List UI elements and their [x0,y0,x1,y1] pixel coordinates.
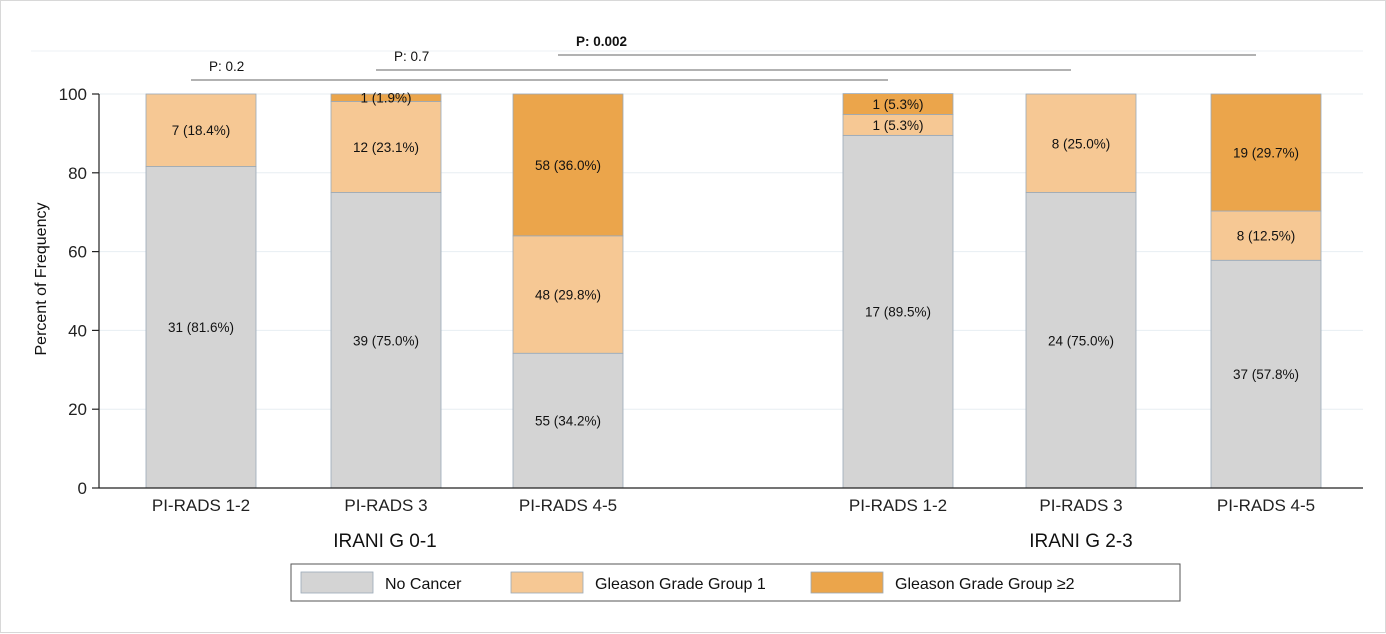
gridlines [31,50,1363,410]
bars: 31 (81.6%) 7 (18.4%) 39 (75.0%) 12 (23.1%) 1… [145,91,1322,489]
bar-data-label: 19 (29.7%) [1233,146,1299,161]
legend-label: Gleason Grade Group ≥2 [895,576,1075,593]
x-tick-label: PI-RADS 1-2 [152,496,250,515]
bar-segment [1210,93,1322,212]
bar-segment [145,93,257,167]
legend-swatch [510,571,584,594]
p-value-label: P: 0.2 [209,59,244,74]
bar-data-label: 24 (75.0%) [1048,333,1114,348]
p-value-annotations: P: 0.2 P: 0.7 P: 0.002 [191,34,1256,81]
legend-box [290,563,1181,602]
y-axis-label: Percent of Frequency [33,203,50,356]
y-tick-label: 100 [59,85,87,104]
x-axis-labels: PI-RADS 1-2 PI-RADS 3 PI-RADS 4-5 IRANI G 0… [152,496,1315,552]
bar-data-label: 12 (23.1%) [353,140,419,155]
bar-data-label: 39 (75.0%) [353,333,419,348]
y-tick-label: 40 [68,321,87,340]
bar-data-label: 1 (5.3%) [872,118,923,133]
bar-data-label: 7 (18.4%) [172,123,231,138]
x-tick-label: PI-RADS 4-5 [1217,496,1315,515]
p-value-label: P: 0.002 [576,34,627,49]
bar-data-label: 1 (5.3%) [872,97,923,112]
group-label: IRANI G 0-1 [333,531,436,552]
legend-swatch [300,571,374,594]
x-tick-label: PI-RADS 3 [344,496,427,515]
bar-segment [512,235,624,354]
bar-data-label: 17 (89.5%) [865,305,931,320]
legend-swatch [810,571,884,594]
bar-segment [512,352,624,489]
y-tick-label: 0 [78,479,87,498]
group-label: IRANI G 2-3 [1029,531,1132,552]
y-tick-label: 20 [68,400,87,419]
legend: No Cancer Gleason Grade Group 1 Gleason Gr… [290,563,1181,602]
bar-data-label: 8 (12.5%) [1237,229,1296,244]
legend-label: No Cancer [385,576,462,593]
y-axis: 0 20 40 60 80 100 [59,85,1363,498]
bar-segment [330,101,442,193]
bar-segment [330,93,442,102]
bar-data-label: 58 (36.0%) [535,158,601,173]
x-tick-label: PI-RADS 3 [1039,496,1122,515]
legend-label: Gleason Grade Group 1 [595,576,766,593]
bar-segment [512,93,624,237]
bar-data-label: 31 (81.6%) [168,320,234,335]
bar-data-label: 55 (34.2%) [535,414,601,429]
p-value-label: P: 0.7 [394,49,429,64]
bar-data-label: 8 (25.0%) [1052,136,1111,151]
x-tick-label: PI-RADS 4-5 [519,496,617,515]
bar-segment [1025,192,1137,489]
bar-data-label: 1 (1.9%) [360,91,411,106]
bar-data-label: 48 (29.8%) [535,288,601,303]
bar-segment [1210,259,1322,489]
y-tick-label: 80 [68,164,87,183]
bar-segment [1025,93,1137,193]
x-tick-label: PI-RADS 1-2 [849,496,947,515]
y-tick-label: 60 [68,243,87,262]
bar-segment [842,93,954,115]
bar-data-label: 37 (57.8%) [1233,367,1299,382]
bar-segment [145,166,257,489]
